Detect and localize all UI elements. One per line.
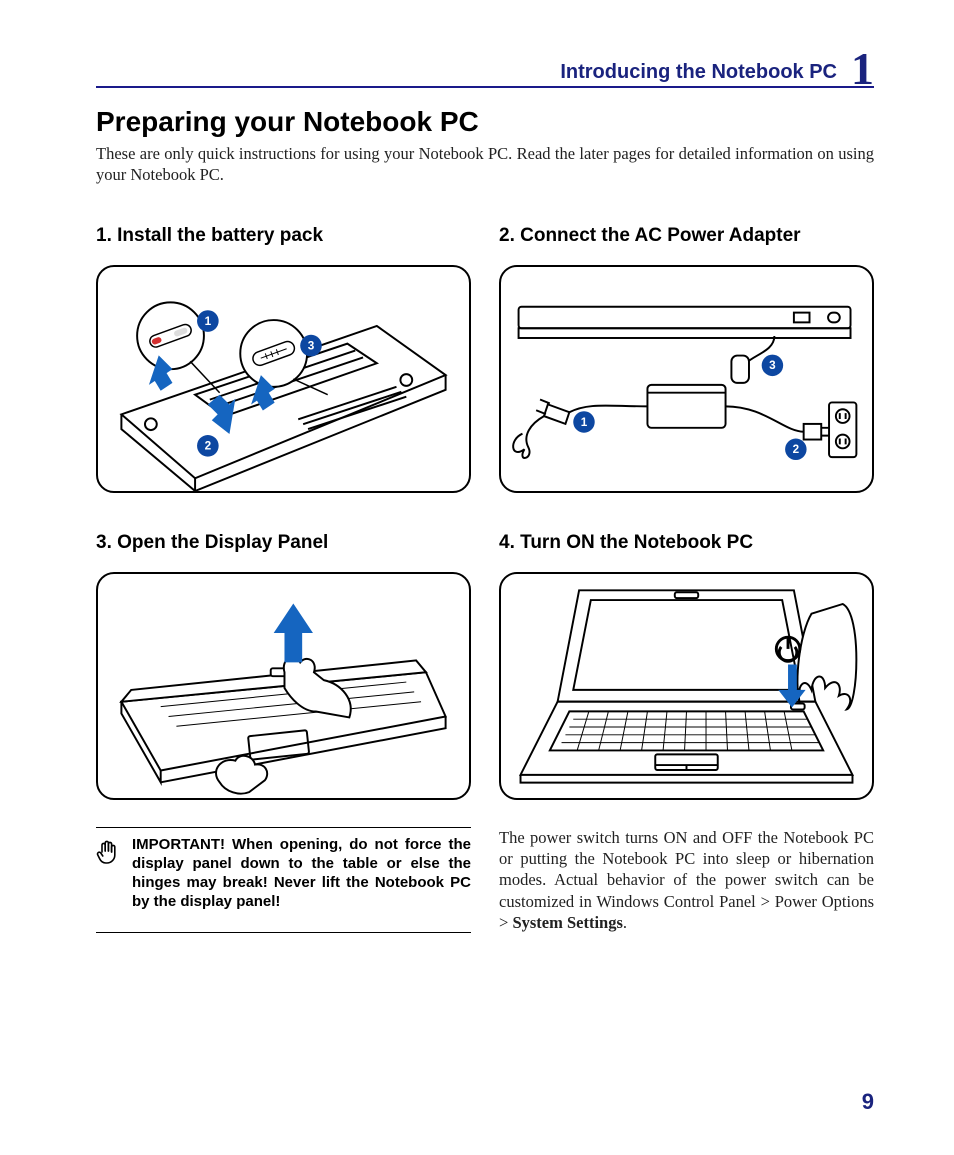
svg-text:3: 3 (769, 359, 776, 372)
install-battery-illustration: 1 2 3 (96, 265, 471, 493)
step-3: 3. Open the Display Panel (96, 532, 471, 805)
intro-text: These are only quick instructions for us… (96, 144, 874, 185)
step-1-title: 1. Install the battery pack (96, 225, 471, 247)
notes-row: IMPORTANT! When opening, do not force th… (96, 827, 874, 933)
important-note: IMPORTANT! When opening, do not force th… (96, 827, 471, 933)
turn-on-illustration (499, 572, 874, 800)
steps-grid: 1. Install the battery pack (96, 225, 874, 805)
open-display-illustration (96, 572, 471, 800)
svg-text:3: 3 (308, 340, 315, 353)
step-2-title: 2. Connect the AC Power Adapter (499, 225, 874, 247)
section-title: Introducing the Notebook PC (560, 61, 837, 84)
power-note: The power switch turns ON and OFF the No… (499, 827, 874, 933)
page-header: Introducing the Notebook PC 1 (96, 42, 874, 88)
page-number: 9 (862, 1089, 874, 1115)
step-3-title: 3. Open the Display Panel (96, 532, 471, 554)
chapter-number: 1 (851, 48, 874, 89)
step-1: 1. Install the battery pack (96, 225, 471, 498)
step-4-title: 4. Turn ON the Notebook PC (499, 532, 874, 554)
svg-text:2: 2 (205, 440, 212, 453)
svg-text:2: 2 (793, 443, 800, 456)
step-2: 2. Connect the AC Power Adapter (499, 225, 874, 498)
step-4: 4. Turn ON the Notebook PC (499, 532, 874, 805)
connect-adapter-illustration: 1 2 3 (499, 265, 874, 493)
important-text: IMPORTANT! When opening, do not force th… (132, 836, 471, 911)
power-icon (776, 637, 799, 661)
svg-text:1: 1 (205, 315, 212, 328)
hand-stop-icon (96, 838, 124, 871)
arrow-up-icon (274, 604, 313, 663)
svg-text:1: 1 (581, 416, 588, 429)
page-title: Preparing your Notebook PC (96, 106, 874, 138)
